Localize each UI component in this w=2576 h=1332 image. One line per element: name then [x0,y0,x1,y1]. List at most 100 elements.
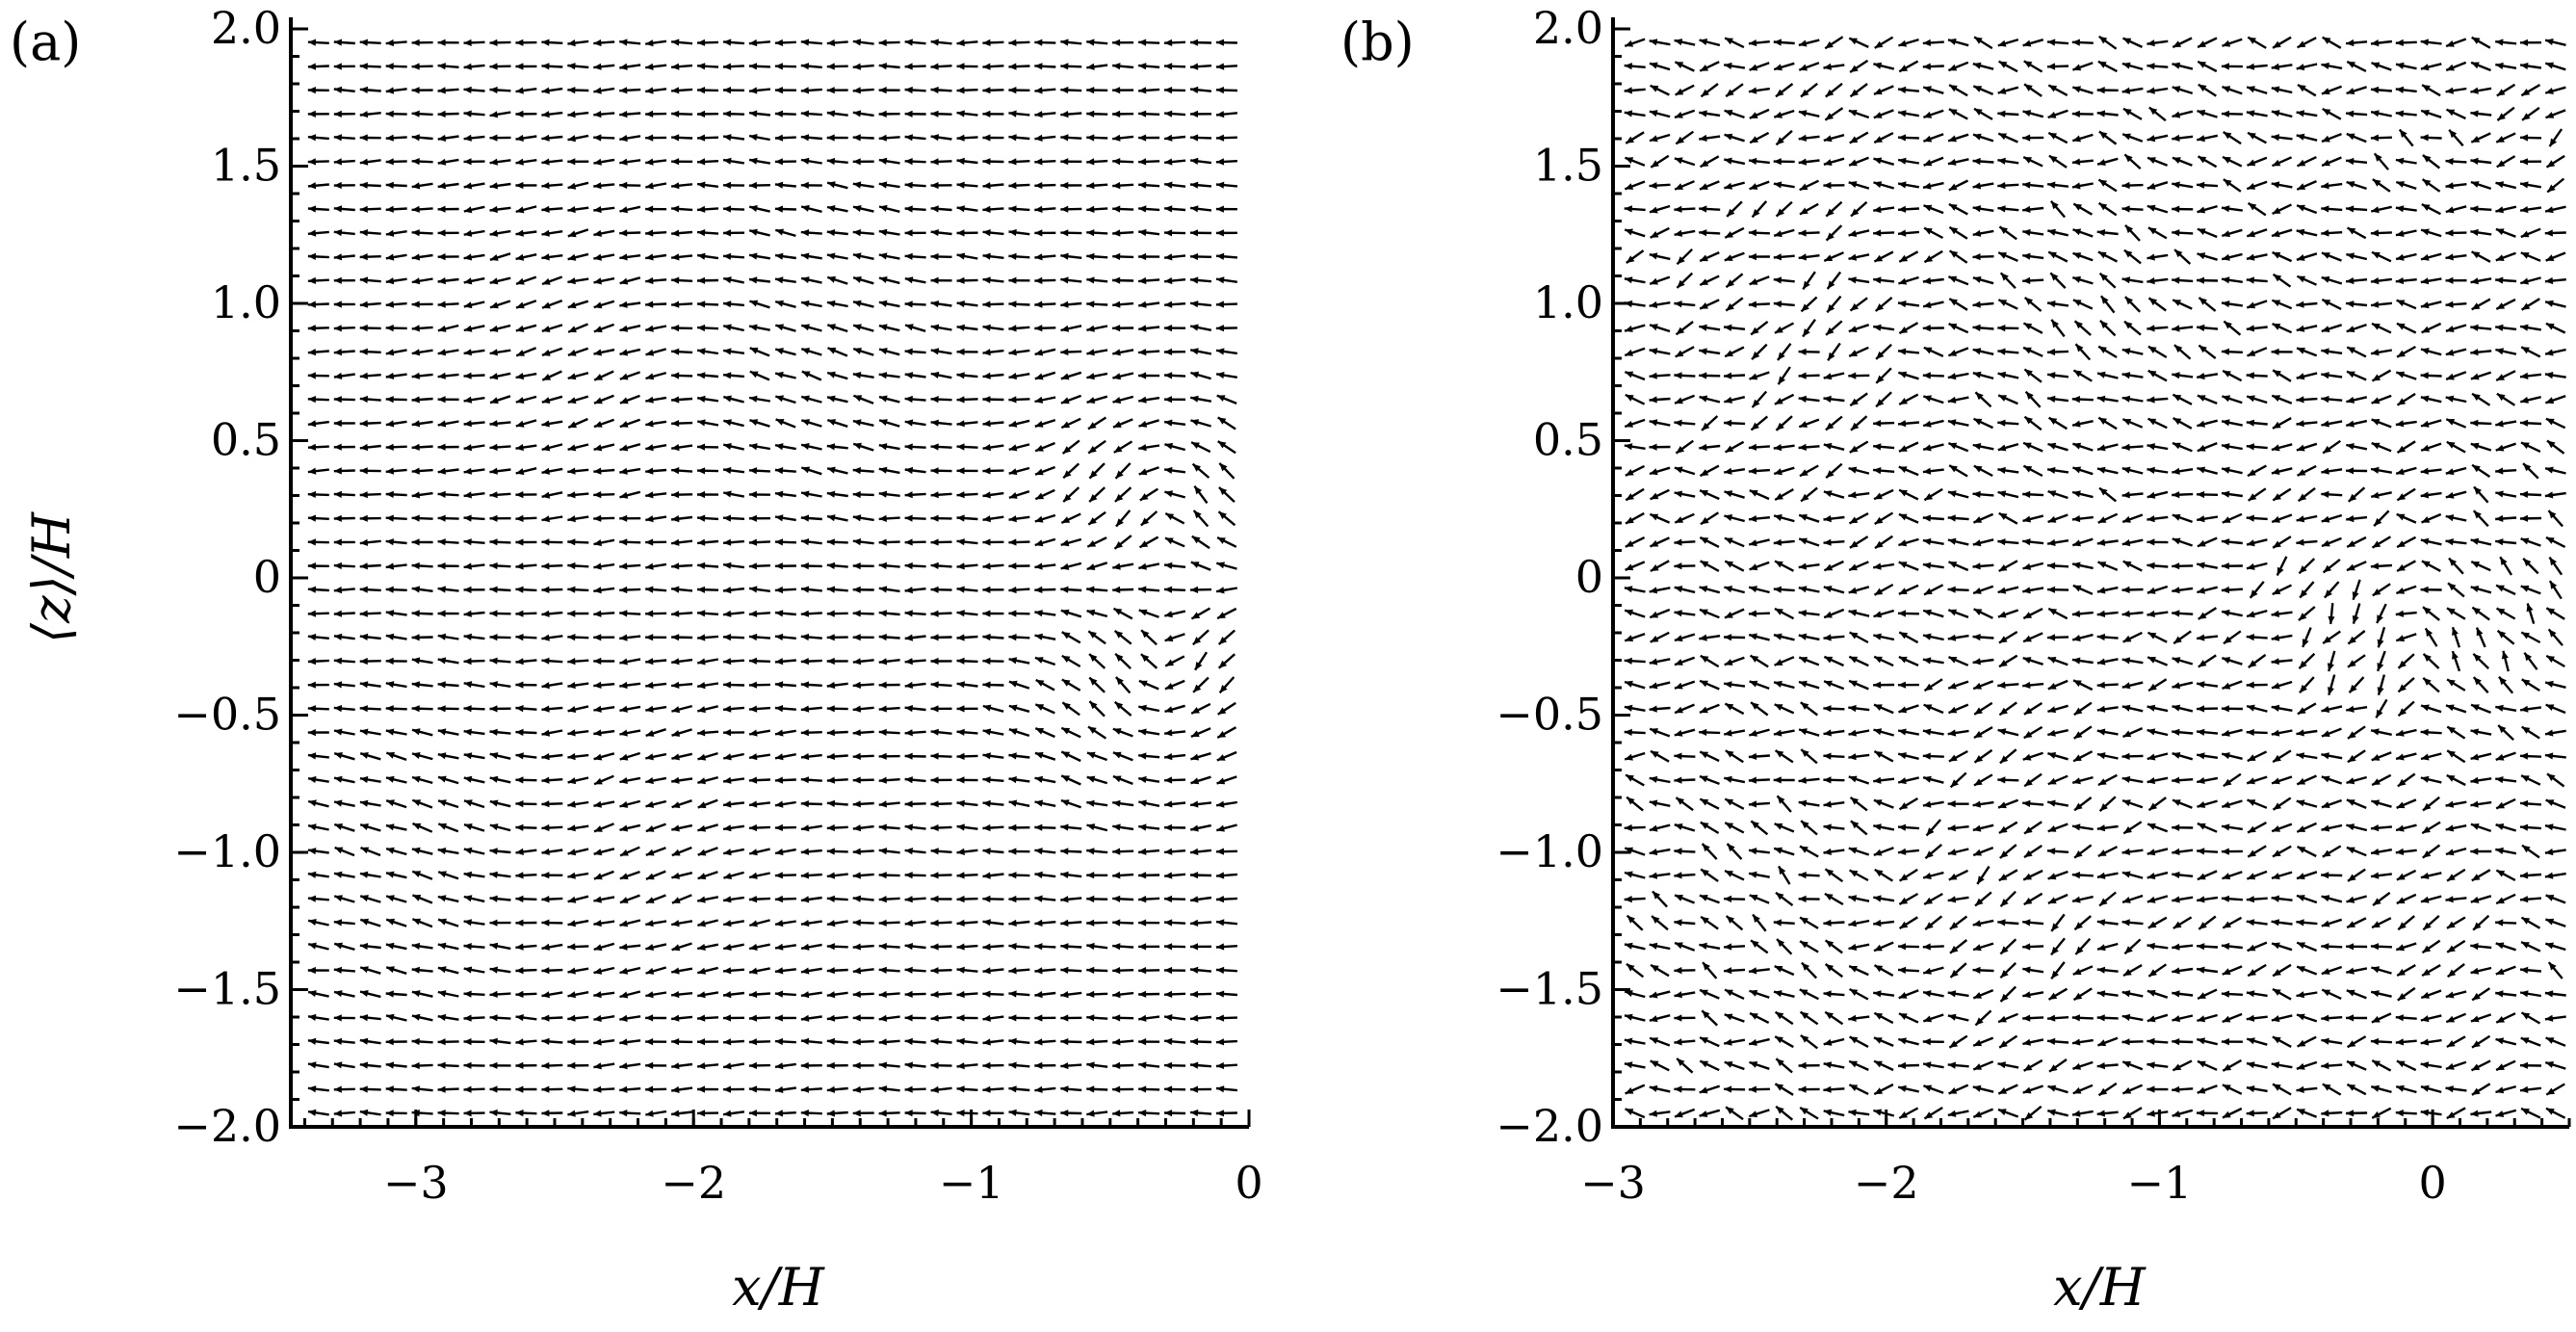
vector-arrow [2022,514,2044,523]
vector-arrow [1034,205,1056,213]
vector-arrow [2271,513,2293,524]
vector-arrow [2221,942,2243,951]
vector-arrow [2147,538,2169,546]
vector-arrow [1034,441,1055,453]
vector-arrow [722,63,744,70]
vector-arrow [2296,156,2317,168]
vector-arrow [2022,322,2043,334]
vector-arrow [1138,466,1159,476]
vector-arrow [2495,62,2517,69]
vector-arrow [1625,464,1646,477]
vector-arrow [593,253,615,261]
vector-arrow [2321,1110,2343,1117]
vector-arrow [1947,1110,1969,1117]
y-tick-label: −1.5 [173,963,281,1015]
vector-arrow [385,1038,407,1046]
panel-a: (a) 2.01.51.00.50−0.5−1.0−1.5−2.0−3 −2 −1 0… [10,2,1263,1318]
vector-arrow [333,1085,355,1093]
vector-arrow [1849,440,1869,454]
vector-arrow [567,919,589,927]
vector-arrow [2420,467,2442,475]
vector-arrow [2321,1014,2343,1022]
vector-arrow [1163,87,1186,94]
vector-arrow [2421,322,2442,334]
vector-arrow [2346,1110,2368,1117]
vector-arrow [1189,276,1212,284]
vector-arrow [1774,1010,1794,1026]
vector-arrow [1649,275,1671,286]
vector-arrow [774,610,796,617]
vector-arrow [2096,586,2119,594]
vector-arrow [593,348,615,356]
vector-arrow [2072,251,2094,262]
vector-arrow [411,681,433,689]
vector-arrow [489,134,511,142]
vector-arrow [463,610,485,617]
vector-arrow [1674,512,1695,524]
vector-arrow [1873,562,1895,570]
vector-arrow [2519,896,2541,903]
vector-arrow [1873,728,1895,737]
vector-arrow [2221,1038,2243,1046]
vector-arrow [1086,63,1108,70]
vector-arrow [1973,748,1993,764]
vector-arrow [2221,419,2243,427]
vector-arrow [826,490,848,498]
vector-arrow [982,872,1004,879]
vector-arrow [2047,774,2069,786]
vector-arrow [1008,610,1030,617]
vector-arrow [385,610,407,617]
vector-arrow [437,349,459,356]
vector-arrow [1798,253,1820,261]
vector-arrow [956,1062,978,1070]
vector-arrow [878,752,900,760]
vector-arrow [567,181,589,190]
vector-arrow [1874,36,1894,49]
vector-arrow [1972,1108,1994,1119]
vector-arrow [437,324,459,332]
vector-arrow [1798,158,1820,166]
vector-arrow [1874,535,1893,550]
vector-arrow [1674,109,1696,119]
vector-arrow [1724,109,1745,119]
vector-arrow [1215,87,1237,94]
vector-arrow [852,134,874,142]
vector-arrow [437,1085,459,1093]
vector-arrow [671,420,693,428]
vector-arrow [1897,420,1920,428]
vector-arrow [800,324,822,332]
vector-arrow [2071,396,2094,404]
vector-arrow [593,1110,615,1117]
vector-arrow [2246,443,2268,451]
y-tick-label: 0 [253,551,281,603]
vector-arrow [1035,678,1055,692]
vector-arrow [800,157,822,165]
vector-arrow [1873,132,1894,144]
vector-arrow [930,634,952,641]
vector-arrow [2296,1060,2318,1070]
vector-arrow [2121,871,2144,879]
vector-arrow [904,919,926,927]
y-tick-label: 1.5 [211,140,281,192]
vector-arrow [593,323,615,333]
vector-arrow [1138,562,1160,570]
vector-arrow [1724,1013,1745,1023]
vector-arrow [1922,728,1944,736]
vector-arrow [1997,442,2019,452]
vector-arrow [852,705,874,713]
vector-arrow [411,634,433,641]
vector-arrow [852,681,874,689]
vector-arrow [2445,348,2467,356]
vector-arrow [2544,348,2566,356]
vector-arrow [2246,704,2268,713]
vector-arrow [1112,252,1134,260]
vector-arrow [982,349,1004,356]
vector-arrow [800,229,822,237]
vector-arrow [359,943,381,951]
vector-arrow [1898,1037,1919,1046]
vector-arrow [826,823,848,832]
vector-arrow [437,372,459,379]
vector-arrow [2022,799,2044,807]
vector-arrow [360,846,381,857]
x-tick-label: −1 [2127,1157,2193,1209]
